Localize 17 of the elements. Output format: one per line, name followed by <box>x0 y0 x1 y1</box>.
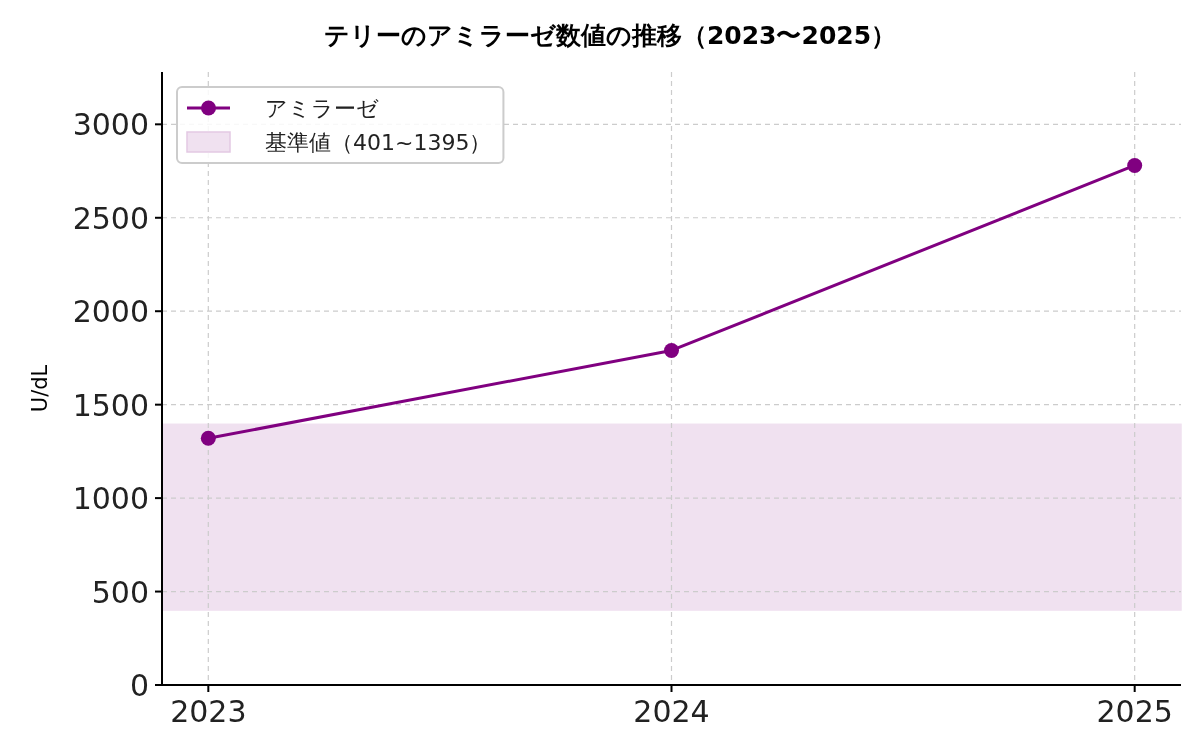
point <box>200 430 216 446</box>
point <box>664 342 679 358</box>
y-tick-label: 1500 <box>72 387 149 423</box>
y-tick-label: 2000 <box>72 294 149 330</box>
point <box>1127 157 1143 173</box>
legend-label: 基準値（401~1395） <box>265 130 492 155</box>
y-tick-label: 1000 <box>72 481 149 517</box>
legend-label: アミラーゼ <box>265 96 379 121</box>
chart-title: テリーのアミラーゼ数値の推移（2023〜2025） <box>323 21 897 50</box>
y-tick-label: 2500 <box>72 200 149 236</box>
y-axis-title: U/dL <box>28 364 52 413</box>
y-tick-label: 0 <box>129 668 149 703</box>
y-tick-label: 500 <box>91 574 149 610</box>
y-tick-label: 3000 <box>72 107 149 143</box>
x-tick-label: 2024 <box>633 694 710 729</box>
x-tick-label: 2025 <box>1096 694 1173 729</box>
x-tick-label: 2023 <box>170 694 247 729</box>
